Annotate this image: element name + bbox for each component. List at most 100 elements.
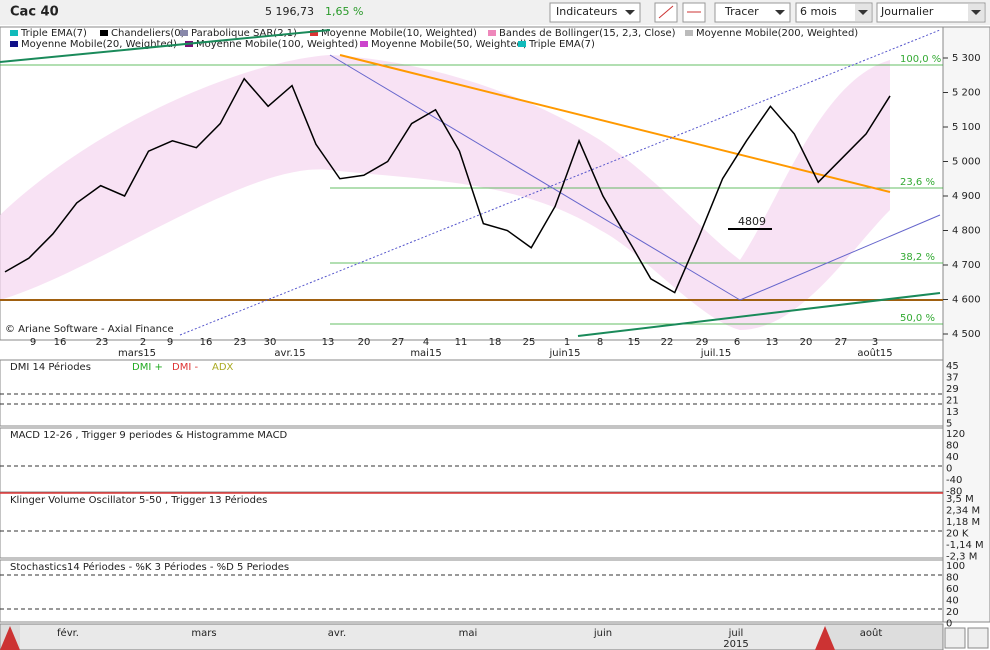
x-day-label: 4 [423, 337, 429, 348]
y-tick-label: 120 [946, 429, 965, 440]
x-day-label: 20 [358, 337, 371, 348]
x-month-label: juil.15 [700, 348, 732, 359]
x-day-label: 1 [564, 337, 570, 348]
nav-month: avr. [328, 628, 346, 639]
y-tick-label: 0 [946, 619, 952, 630]
y-tick-label: 80 [946, 573, 959, 584]
y-tick-label: 80 [946, 441, 959, 452]
symbol: Cac 40 [10, 5, 59, 20]
x-day-label: 18 [489, 337, 502, 348]
panel-title: Klinger Volume Oscillator 5-50 , Trigger… [10, 494, 267, 506]
nav-month: mars [191, 628, 216, 639]
fibo-label: 100,0 % [900, 54, 941, 65]
bollinger-band [0, 55, 890, 330]
x-day-label: 15 [628, 337, 641, 348]
y-tick-label: 60 [946, 584, 959, 595]
x-day-label: 9 [30, 337, 36, 348]
nav-month: févr. [57, 627, 79, 639]
legend-entry: Chandeliers(0) [111, 28, 185, 39]
y-tick-label: 2,34 M [946, 506, 980, 517]
x-day-label: 8 [597, 337, 603, 348]
x-day-label: 27 [392, 337, 405, 348]
y-tick-label: 4 900 [952, 191, 981, 202]
x-day-label: 9 [167, 337, 173, 348]
x-day-label: 13 [766, 337, 779, 348]
navigator-window [20, 625, 825, 649]
y-tick-label: 4 800 [952, 226, 981, 237]
legend-entry: Triple EMA(7) [20, 28, 87, 39]
dmi-key: DMI + [132, 362, 163, 373]
x-day-label: 25 [523, 337, 536, 348]
legend-swatch [685, 30, 693, 36]
legend-entry: Moyenne Mobile(50, Weighted) [371, 39, 527, 50]
legend-entry: Moyenne Mobile(20, Weighted) [21, 39, 177, 50]
x-month-label: mai15 [410, 348, 441, 359]
y-tick-label: 0 [946, 464, 952, 475]
draw-menu[interactable] [714, 2, 791, 23]
channel-blue [329, 54, 741, 301]
x-day-label: 27 [835, 337, 848, 348]
indicators-label: Indicateurs [556, 5, 618, 18]
x-month-label: avr.15 [274, 348, 305, 359]
interval-select[interactable] [876, 2, 986, 23]
copyright: © Ariane Software - Axial Finance [5, 324, 174, 335]
x-day-label: 23 [96, 337, 109, 348]
y-tick-label: 21 [946, 396, 959, 407]
legend-entry: Bandes de Bollinger(15, 2,3, Close) [499, 28, 676, 39]
price-line [4, 77, 891, 294]
y-tick-label: 37 [946, 373, 959, 384]
legend-entry: Moyenne Mobile(100, Weighted) [196, 39, 358, 50]
trend-blue [179, 29, 941, 336]
legend-entry: Moyenne Mobile(200, Weighted) [696, 28, 858, 39]
nav-handle [815, 626, 835, 650]
y-tick-label: 40 [946, 452, 959, 463]
y-tick-label: 5 [946, 419, 952, 430]
change: 1,65 % [325, 5, 363, 18]
legend-swatch [488, 30, 496, 36]
interval-label: Journalier [880, 5, 934, 18]
x-day-label: 23 [234, 337, 247, 348]
x-day-label: 11 [455, 337, 468, 348]
indicators-menu[interactable] [549, 2, 641, 23]
y-tick-label: 5 200 [952, 88, 981, 99]
y-tick-label: 3,5 M [946, 494, 974, 505]
y-tick-label: 20 K [946, 529, 969, 540]
y-tick-label: -80 [946, 487, 962, 498]
dmi-key: ADX [212, 362, 234, 373]
fibo-label: 38,2 % [900, 252, 935, 263]
legend-swatch [310, 30, 318, 36]
trend-orange [339, 54, 891, 193]
nav-month: juil [728, 628, 744, 639]
nav-button[interactable] [944, 627, 966, 649]
x-day-label: 16 [54, 337, 67, 348]
legend-swatch [100, 30, 108, 36]
x-day-label: 30 [264, 337, 277, 348]
trend-green [0, 29, 331, 63]
legend-swatch [10, 41, 18, 47]
fibo-label: 50,0 % [900, 313, 935, 324]
x-month-label: mars15 [118, 348, 156, 359]
fibo-label: 23,6 % [900, 177, 935, 188]
x-day-label: 13 [322, 337, 335, 348]
period-label: 6 mois [800, 5, 837, 18]
x-day-label: 3 [872, 337, 878, 348]
legend-swatch [180, 30, 188, 36]
y-tick-label: 100 [946, 561, 965, 572]
draw-label: Tracer [724, 5, 759, 18]
panel-title: Stochastics14 Périodes - %K 3 Périodes -… [10, 561, 289, 573]
nav-year: 2015 [723, 639, 748, 650]
nav-button[interactable] [967, 627, 989, 649]
last-price: 5 196,73 [265, 5, 314, 18]
panel-title: DMI 14 Périodes [10, 361, 91, 373]
y-tick-label: 13 [946, 407, 959, 418]
y-tick-label: -40 [946, 475, 962, 486]
y-tick-label: 29 [946, 384, 959, 395]
y-tick-label: 45 [946, 361, 959, 372]
x-day-label: 20 [800, 337, 813, 348]
legend-entry: Triple EMA(7) [528, 39, 595, 50]
legend-entry: Parabolique SAR(2,1) [191, 28, 297, 39]
period-select[interactable] [795, 2, 873, 23]
nav-handle [0, 626, 20, 650]
x-day-label: 22 [661, 337, 674, 348]
y-tick-label: 4 700 [952, 260, 981, 271]
